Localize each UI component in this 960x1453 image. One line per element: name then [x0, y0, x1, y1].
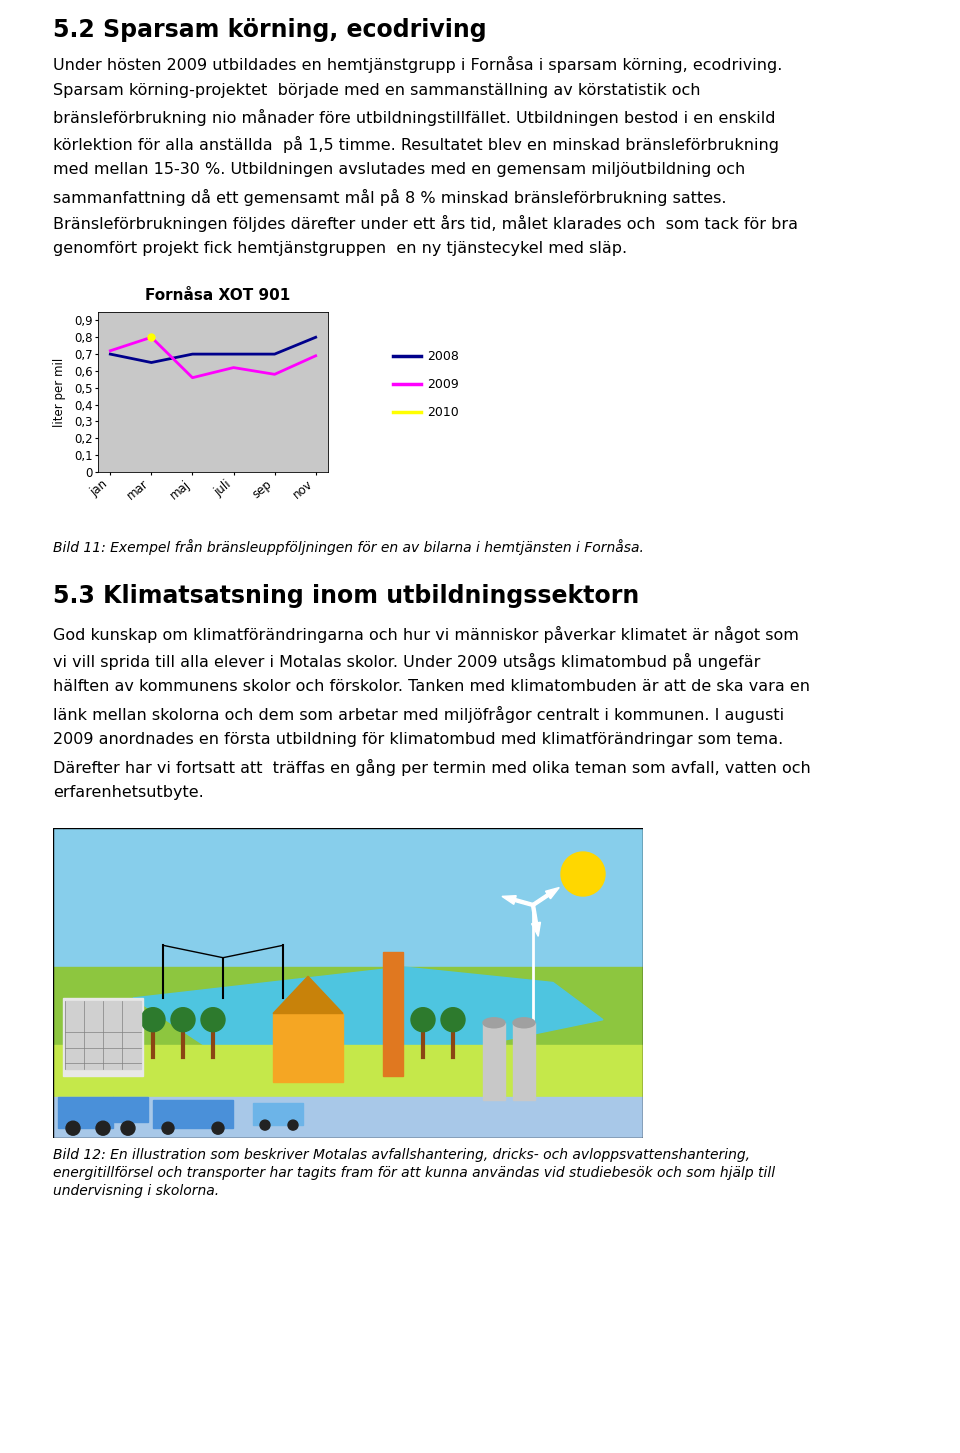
Text: energitillförsel och transporter har tagits fram för att kunna användas vid stud: energitillförsel och transporter har tag… [53, 1165, 775, 1180]
Circle shape [96, 1122, 110, 1135]
Text: 2009 anordnades en första utbildning för klimatombud med klimatförändringar som : 2009 anordnades en första utbildning för… [53, 732, 783, 747]
Bar [273, 1014, 343, 1081]
Text: Fornåsa XOT 901: Fornåsa XOT 901 [145, 288, 291, 304]
Polygon shape [133, 968, 603, 1051]
FancyArrow shape [532, 905, 540, 936]
Text: länk mellan skolorna och dem som arbetar med miljöfrågor centralt i kommunen. I : länk mellan skolorna och dem som arbetar… [53, 706, 784, 722]
Text: liter per mil: liter per mil [53, 357, 65, 427]
Bar [65, 1001, 141, 1069]
Text: körlektion för alla anställda  på 1,5 timme. Resultatet blev en minskad bränslef: körlektion för alla anställda på 1,5 tim… [53, 135, 779, 153]
Text: erfarenhetsutbyte.: erfarenhetsutbyte. [53, 785, 204, 801]
Text: Under hösten 2009 utbildades en hemtjänstgrupp i Fornåsa i sparsam körning, ecod: Under hösten 2009 utbildades en hemtjäns… [53, 57, 782, 73]
Bar [113, 1097, 148, 1122]
Polygon shape [273, 976, 343, 1014]
Bar [53, 968, 643, 1138]
Circle shape [411, 1008, 435, 1032]
Bar [63, 998, 143, 1075]
Bar [253, 1103, 303, 1125]
Ellipse shape [513, 1017, 535, 1027]
Bar [483, 1023, 505, 1100]
Ellipse shape [483, 1017, 505, 1027]
Circle shape [121, 1122, 135, 1135]
Text: 2008: 2008 [427, 350, 459, 363]
Text: Därefter har vi fortsatt att  träffas en gång per termin med olika teman som avf: Därefter har vi fortsatt att träffas en … [53, 758, 811, 776]
Bar [153, 1100, 233, 1128]
Bar [383, 952, 403, 1075]
Circle shape [171, 1008, 195, 1032]
Text: 5.2 Sparsam körning, ecodriving: 5.2 Sparsam körning, ecodriving [53, 17, 487, 42]
Circle shape [66, 1122, 80, 1135]
Text: bränsleförbrukning nio månader före utbildningstillfället. Utbildningen bestod i: bränsleförbrukning nio månader före utbi… [53, 109, 776, 126]
FancyArrow shape [532, 888, 560, 907]
Text: sammanfattning då ett gemensamt mål på 8 % minskad bränsleförbrukning sattes.: sammanfattning då ett gemensamt mål på 8… [53, 189, 727, 205]
Text: Sparsam körning-projektet  började med en sammanställning av körstatistik och: Sparsam körning-projektet började med en… [53, 83, 701, 97]
Circle shape [212, 1122, 224, 1135]
Text: 2010: 2010 [427, 405, 459, 418]
Text: med mellan 15-30 %. Utbildningen avslutades med en gemensam miljöutbildning och: med mellan 15-30 %. Utbildningen avsluta… [53, 161, 745, 177]
Circle shape [260, 1120, 270, 1130]
Circle shape [141, 1008, 165, 1032]
FancyArrow shape [502, 895, 534, 907]
Text: undervisning i skolorna.: undervisning i skolorna. [53, 1184, 219, 1197]
Circle shape [561, 851, 605, 897]
Text: God kunskap om klimatförändringarna och hur vi människor påverkar klimatet är nå: God kunskap om klimatförändringarna och … [53, 626, 799, 644]
Bar [58, 1097, 113, 1128]
Text: 2009: 2009 [427, 378, 459, 391]
Text: Bild 11: Exempel från bränsleuppföljningen för en av bilarna i hemtjänsten i For: Bild 11: Exempel från bränsleuppföljning… [53, 539, 644, 555]
Circle shape [441, 1008, 465, 1032]
Text: vi vill sprida till alla elever i Motalas skolor. Under 2009 utsågs klimatombud : vi vill sprida till alla elever i Motala… [53, 652, 760, 670]
Text: 5.3 Klimatsatsning inom utbildningssektorn: 5.3 Klimatsatsning inom utbildningssekto… [53, 584, 639, 607]
Bar [53, 1045, 643, 1138]
Text: hälften av kommunens skolor och förskolor. Tanken med klimatombuden är att de sk: hälften av kommunens skolor och förskolo… [53, 679, 810, 695]
Bar [513, 1023, 535, 1100]
Text: Bränsleförbrukningen följdes därefter under ett års tid, målet klarades och  som: Bränsleförbrukningen följdes därefter un… [53, 215, 798, 232]
Circle shape [288, 1120, 298, 1130]
Text: Bild 12: En illustration som beskriver Motalas avfallshantering, dricks- och avl: Bild 12: En illustration som beskriver M… [53, 1148, 750, 1161]
Circle shape [201, 1008, 225, 1032]
Text: genomfört projekt fick hemtjänstgruppen  en ny tjänstecykel med släp.: genomfört projekt fick hemtjänstgruppen … [53, 241, 627, 257]
Bar [53, 1097, 643, 1138]
Circle shape [162, 1122, 174, 1135]
